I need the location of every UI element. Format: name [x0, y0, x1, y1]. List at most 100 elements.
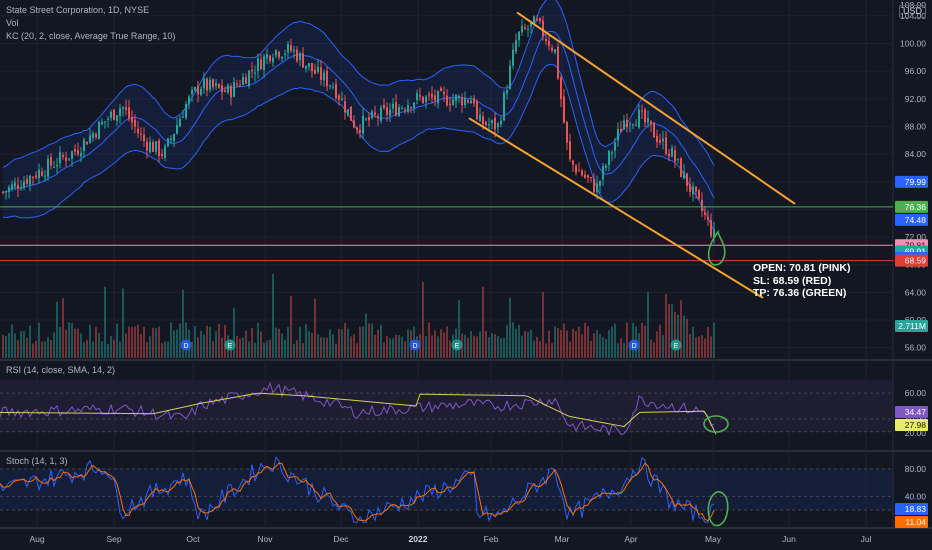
candle-body-177 [533, 16, 535, 25]
volume-bar-28 [86, 339, 88, 358]
volume-bar-78 [236, 335, 238, 358]
candle-body-188 [566, 121, 568, 143]
volume-bar-133 [401, 336, 403, 358]
candle-body-117 [353, 120, 355, 128]
volume-bar-99 [299, 326, 301, 358]
volume-bar-64 [194, 326, 196, 358]
volume-bar-123 [371, 323, 373, 358]
candle-body-26 [80, 152, 82, 157]
candle-body-210 [632, 124, 634, 126]
volume-bar-226 [680, 300, 682, 358]
candle-body-45 [137, 128, 139, 134]
candle-body-152 [458, 96, 460, 98]
candle-body-173 [521, 25, 523, 33]
candle-body-93 [281, 56, 283, 59]
vol-legend: Vol [6, 18, 19, 28]
volume-bar-142 [428, 322, 430, 358]
stoch-d-line [0, 462, 715, 522]
volume-bar-222 [668, 304, 670, 358]
candle-body-110 [332, 86, 334, 88]
candle-body-202 [608, 151, 610, 165]
price-tag-1-bg [895, 200, 928, 213]
volume-bar-203 [611, 326, 613, 358]
candle-body-223 [671, 147, 673, 157]
currency-badge[interactable]: USD [898, 5, 926, 18]
candle-body-133 [401, 107, 403, 109]
candle-body-155 [467, 100, 469, 103]
candle-body-76 [230, 86, 232, 98]
candle-body-99 [299, 53, 301, 61]
candle-body-230 [692, 186, 694, 195]
candle-body-135 [407, 105, 409, 112]
candle-body-169 [509, 65, 511, 89]
price-tag-0-bg [895, 175, 928, 188]
candle-body-37 [113, 109, 115, 120]
candle-body-213 [641, 110, 643, 112]
volume-bar-32 [98, 333, 100, 358]
volume-bar-144 [434, 330, 436, 358]
volume-bar-81 [245, 330, 247, 358]
candle-body-112 [338, 95, 340, 100]
volume-bar-94 [284, 339, 286, 358]
volume-bar-30 [92, 341, 94, 358]
volume-bar-31 [95, 327, 97, 358]
rsi-tag-0-bg [895, 406, 928, 418]
candle-body-91 [275, 49, 277, 56]
volume-bar-132 [398, 334, 400, 358]
time-tick-2022: 2022 [409, 534, 428, 544]
candle-body-186 [560, 77, 562, 100]
candle-body-220 [662, 138, 664, 142]
candle-body-137 [413, 102, 415, 109]
candle-body-15 [47, 158, 49, 177]
candle-body-23 [71, 151, 73, 159]
candle-body-141 [425, 96, 427, 103]
rsi-tick-bottom: 20.00 [905, 428, 927, 438]
candle-body-52 [158, 140, 160, 157]
candle-body-101 [305, 65, 307, 69]
price-tag-2: 74.48 [905, 215, 927, 225]
candle-body-147 [443, 92, 445, 95]
volume-bar-233 [701, 335, 703, 358]
candle-body-22 [68, 158, 70, 160]
volume-bar-91 [275, 327, 277, 358]
volume-bar-224 [674, 311, 676, 358]
candle-body-46 [140, 133, 142, 135]
candle-body-209 [629, 123, 631, 125]
candle-body-226 [680, 158, 682, 177]
volume-bar-25 [77, 328, 79, 358]
volume-bar-184 [554, 326, 556, 358]
volume-bar-82 [248, 341, 250, 358]
time-tick-Oct: Oct [186, 534, 200, 544]
candle-body-176 [530, 22, 532, 27]
event-marker-4 [628, 339, 640, 351]
volume-bar-217 [653, 342, 655, 358]
candle-body-80 [242, 77, 244, 85]
candle-body-229 [689, 184, 691, 193]
candle-body-10 [32, 176, 34, 178]
volume-bar-207 [623, 342, 625, 358]
volume-bar-40 [122, 288, 124, 358]
time-tick-Mar: Mar [555, 534, 570, 544]
candle-body-208 [626, 120, 628, 128]
channel-lower [468, 117, 764, 299]
volume-bar-165 [497, 335, 499, 358]
volume-bar-93 [281, 333, 283, 358]
volume-bar-89 [269, 339, 271, 358]
volume-bar-73 [221, 337, 223, 358]
candle-body-114 [344, 101, 346, 113]
candle-body-218 [656, 135, 658, 143]
candle-body-190 [572, 160, 574, 165]
candle-body-170 [512, 49, 514, 66]
candle-body-17 [53, 166, 55, 168]
volume-bar-231 [695, 337, 697, 358]
stoch-tag-0: 18.83 [905, 504, 927, 514]
volume-bar-218 [656, 331, 658, 358]
volume-bar-170 [512, 322, 514, 358]
candle-body-109 [329, 85, 331, 87]
candle-body-204 [614, 142, 616, 151]
volume-bar-101 [305, 323, 307, 358]
volume-bar-21 [65, 329, 67, 358]
channel-upper [516, 11, 796, 205]
volume-bar-166 [500, 338, 502, 358]
